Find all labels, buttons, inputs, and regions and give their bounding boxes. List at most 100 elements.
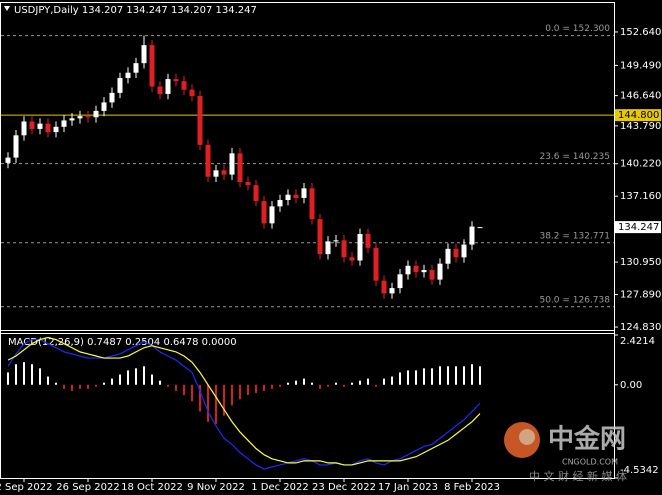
candle-body xyxy=(325,241,331,255)
candle-body xyxy=(309,188,315,220)
macd-histogram-bar xyxy=(103,382,105,385)
candle-body xyxy=(461,244,467,258)
macd-line xyxy=(7,336,481,466)
symbol-icon xyxy=(4,6,10,11)
candle-body xyxy=(205,144,211,177)
macd-histogram-bar xyxy=(327,384,329,387)
y-tick-label: 137.160 xyxy=(620,191,661,202)
candle-body xyxy=(341,240,347,258)
y-tick-label: 140.220 xyxy=(620,159,661,170)
macd-histogram-bar xyxy=(359,380,361,385)
x-tick-label: 26 Sep 2022 xyxy=(56,482,119,493)
macd-histogram-bar xyxy=(95,384,97,387)
fib-level-label: 50.0 = 126.738 xyxy=(539,295,610,305)
y-tick-label: 152.640 xyxy=(620,27,661,38)
macd-histogram-bar xyxy=(383,378,385,385)
macd-histogram-bar xyxy=(7,372,9,385)
macd-histogram-bar xyxy=(191,384,193,402)
macd-histogram-bar xyxy=(447,366,449,385)
candle-body xyxy=(453,248,459,258)
candle-body xyxy=(189,89,195,97)
candle-body xyxy=(397,274,403,289)
candle-body xyxy=(141,45,147,64)
macd-histogram-bar xyxy=(375,384,377,387)
macd-histogram-bar xyxy=(119,374,121,385)
candle-body xyxy=(165,79,171,94)
level-tag-label: 144.800 xyxy=(618,110,659,121)
macd-histogram-bar xyxy=(263,384,265,391)
macd-histogram-bar xyxy=(215,384,217,424)
macd-histogram-bar xyxy=(287,382,289,385)
y-tick-label: 0.00 xyxy=(620,380,642,391)
candle-body xyxy=(221,170,227,175)
macd-histogram-bar xyxy=(367,378,369,385)
candle-body xyxy=(29,121,35,129)
macd-histogram-bar xyxy=(79,384,81,389)
fib-level-label: 23.6 = 140.235 xyxy=(539,152,610,162)
candle-body xyxy=(213,170,219,177)
macd-histogram-bar xyxy=(311,382,313,385)
x-tick-label: 17 Jan 2023 xyxy=(378,482,438,493)
y-tick-label: 146.640 xyxy=(620,91,661,102)
macd-histogram-bar xyxy=(87,384,89,389)
y-tick-label: 124.830 xyxy=(620,322,661,333)
candle-body xyxy=(125,72,131,79)
watermark-site: CNGOLD.COM xyxy=(562,458,618,467)
candle-body xyxy=(429,270,435,280)
candle-body xyxy=(445,248,451,264)
price-tag xyxy=(615,221,661,234)
watermark: 中金网 CNGOLD.COM 中 文 财 经 新 媒 体 xyxy=(504,422,627,483)
candle-body xyxy=(285,194,291,201)
macd-histogram-bar xyxy=(463,366,465,385)
x-tick-label: 2 Sep 2022 xyxy=(0,482,53,493)
fib-level-label: 38.2 = 132.771 xyxy=(539,231,610,241)
fib-level-label: 0.0 = 152.300 xyxy=(545,24,610,34)
candle-body xyxy=(157,86,163,94)
candle-body xyxy=(477,227,483,229)
macd-histogram-bar xyxy=(391,376,393,385)
candle-body xyxy=(117,78,123,93)
y-tick-label: 2.4214 xyxy=(620,336,655,347)
x-tick-label: 8 Feb 2023 xyxy=(444,482,500,493)
candle-body xyxy=(37,123,43,129)
x-tick-label: 1 Dec 2022 xyxy=(251,482,309,493)
macd-histogram-bar xyxy=(479,366,481,385)
macd-histogram-bar xyxy=(247,384,249,396)
candle-body xyxy=(301,188,307,198)
candle-body xyxy=(405,265,411,275)
candle-body xyxy=(69,118,75,121)
candle-body xyxy=(77,116,83,119)
candle-body xyxy=(373,247,379,281)
candle-body xyxy=(269,206,275,224)
candle-body xyxy=(349,257,355,261)
candle-body xyxy=(469,226,475,245)
candle-body xyxy=(237,153,243,182)
y-tick-label: 127.890 xyxy=(620,290,661,301)
macd-histogram-bar xyxy=(415,370,417,385)
candle-body xyxy=(173,79,179,82)
macd-histogram-bar xyxy=(271,384,273,389)
macd-histogram-bar xyxy=(143,366,145,385)
candle-body xyxy=(253,185,259,202)
candle-body xyxy=(61,120,67,127)
macd-histogram-bar xyxy=(199,384,201,412)
candle-body xyxy=(149,45,155,87)
macd-histogram-bar xyxy=(23,362,25,385)
watermark-slogan: 中 文 财 经 新 媒 体 xyxy=(529,469,627,483)
macd-histogram-bar xyxy=(151,374,153,385)
macd-histogram-bar xyxy=(127,370,129,385)
macd-histogram-bar xyxy=(31,364,33,385)
candle-body xyxy=(389,288,395,294)
x-tick-label: 18 Oct 2022 xyxy=(121,482,183,493)
macd-histogram-bar xyxy=(223,384,225,416)
macd-histogram-bar xyxy=(183,384,185,396)
macd-histogram-bar xyxy=(303,378,305,385)
candle-body xyxy=(133,63,139,73)
candle-body xyxy=(85,116,91,118)
candle-body xyxy=(317,219,323,255)
macd-histogram-bar xyxy=(343,384,345,387)
candle-body xyxy=(53,126,59,133)
candle-body xyxy=(21,121,27,136)
macd-histogram-bar xyxy=(167,384,169,387)
